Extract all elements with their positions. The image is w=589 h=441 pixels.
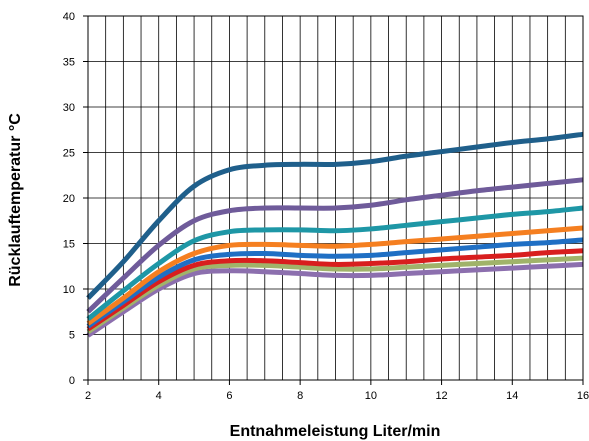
series-line-6 [86, 248, 584, 332]
x-tick-label: 16 [577, 390, 589, 402]
series-line-1 [86, 131, 584, 300]
x-tick-label: 6 [226, 390, 232, 402]
y-tick-label: 0 [69, 375, 75, 387]
x-tick-label: 8 [297, 390, 303, 402]
y-tick-label: 15 [63, 239, 75, 251]
series-line-8 [86, 261, 584, 338]
y-tick-labels: 0 5 10 15 20 25 30 35 40 [63, 11, 88, 387]
y-tick-label: 10 [63, 284, 75, 296]
x-tick-labels: 2 4 6 8 10 12 14 16 [85, 380, 589, 402]
x-tick-label: 2 [85, 390, 91, 402]
x-tick-label: 14 [506, 390, 518, 402]
grid [87, 15, 584, 381]
series-line-2 [86, 177, 584, 314]
y-tick-label: 25 [63, 148, 75, 160]
y-tick-label: 40 [63, 11, 75, 23]
y-tick-label: 20 [63, 193, 75, 205]
y-tick-label: 35 [63, 57, 75, 69]
series-line-5 [86, 237, 584, 329]
x-tick-label: 12 [435, 390, 447, 402]
x-tick-label: 4 [156, 390, 162, 402]
y-tick-label: 30 [63, 102, 75, 114]
x-tick-label: 10 [365, 390, 377, 402]
series-line-4 [86, 225, 584, 326]
y-tick-label: 5 [69, 330, 75, 342]
y-axis-title: Rücklauftemperatur °C [7, 113, 24, 287]
x-axis-title: Entnahmeleistung Liter/min [230, 423, 441, 440]
series-line-3 [86, 205, 584, 321]
series-lines [86, 131, 584, 338]
series-line-7 [86, 255, 584, 334]
